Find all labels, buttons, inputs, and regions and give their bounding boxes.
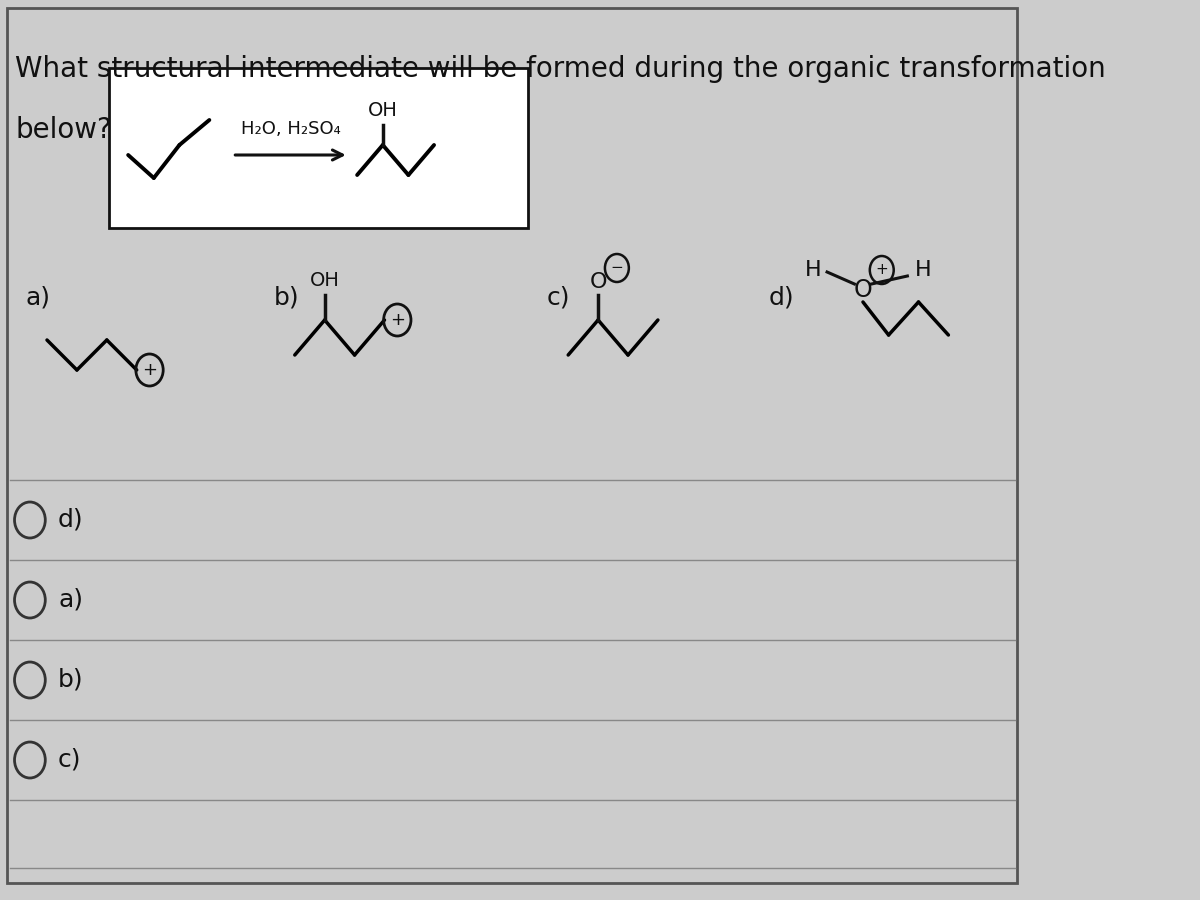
Text: below?: below?: [16, 116, 112, 144]
Text: c): c): [547, 285, 570, 309]
Text: c): c): [58, 748, 82, 772]
Text: +: +: [142, 361, 157, 379]
Text: b): b): [58, 668, 84, 692]
Text: b): b): [274, 285, 299, 309]
Text: OH: OH: [310, 271, 340, 290]
Text: What structural intermediate will be formed during the organic transformation: What structural intermediate will be for…: [16, 55, 1106, 83]
Text: O: O: [589, 272, 607, 292]
Text: a): a): [25, 285, 50, 309]
Text: −: −: [611, 260, 623, 275]
Text: d): d): [769, 285, 794, 309]
Text: H: H: [805, 260, 822, 280]
Bar: [109, 68, 528, 228]
Text: +: +: [875, 263, 888, 277]
Text: O: O: [853, 278, 872, 302]
Text: H: H: [914, 260, 931, 280]
Text: a): a): [58, 588, 83, 612]
Text: d): d): [58, 508, 84, 532]
Text: H₂O, H₂SO₄: H₂O, H₂SO₄: [241, 120, 341, 138]
Text: OH: OH: [368, 101, 397, 120]
Text: +: +: [390, 311, 404, 329]
